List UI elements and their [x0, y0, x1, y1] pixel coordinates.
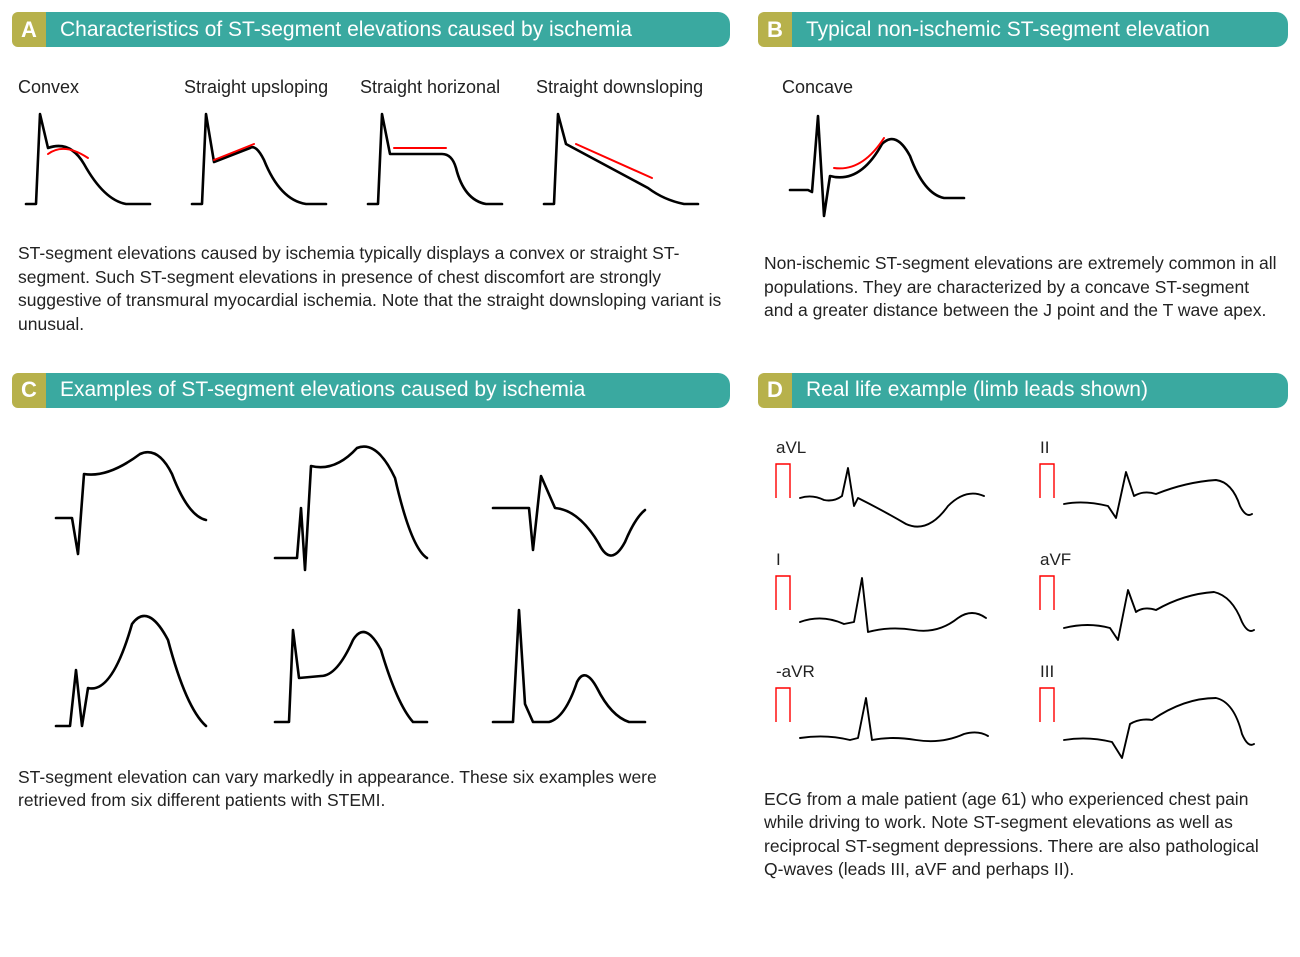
waveform-item: Concave — [782, 77, 972, 234]
lead-waveform-icon — [772, 572, 992, 662]
panel-b-badge: B — [758, 12, 792, 47]
panel-d: D Real life example (limb leads shown) a… — [758, 373, 1288, 883]
waveform-icon — [184, 104, 334, 224]
infographic-grid: A Characteristics of ST-segment elevatio… — [12, 12, 1288, 882]
panel-d-badge: D — [758, 373, 792, 408]
lead-waveform-icon — [1036, 572, 1256, 662]
panel-c-header: C Examples of ST-segment elevations caus… — [12, 373, 730, 408]
panel-b: B Typical non-ischemic ST-segment elevat… — [758, 12, 1288, 337]
lead-item: II — [1036, 438, 1278, 550]
waveform-icon — [485, 598, 655, 748]
lead-label: aVF — [1040, 550, 1278, 570]
panel-d-caption: ECG from a male patient (age 61) who exp… — [764, 788, 1282, 883]
panel-a-waveforms: Convex Straight upsloping Straight horizon… — [18, 77, 724, 224]
waveform-item — [485, 598, 664, 748]
panel-a-caption: ST-segment elevations caused by ischemia… — [18, 242, 724, 337]
waveform-label: Straight downsloping — [536, 77, 703, 98]
waveform-label: Straight horizonal — [360, 77, 500, 98]
panel-b-body: Concave Non-ischemic ST-segment elevatio… — [758, 77, 1288, 323]
panel-d-title: Real life example (limb leads shown) — [792, 373, 1288, 408]
waveform-icon — [782, 104, 972, 234]
panel-d-leads: aVLIIIaVF-aVRIII — [764, 438, 1282, 774]
lead-label: aVL — [776, 438, 1014, 458]
panel-d-body: aVLIIIaVF-aVRIII ECG from a male patient… — [758, 438, 1288, 883]
panel-a-badge: A — [12, 12, 46, 47]
waveform-icon — [48, 598, 218, 748]
waveform-icon — [48, 438, 218, 588]
waveform-item — [267, 438, 446, 588]
panel-b-waveforms: Concave — [764, 77, 1282, 234]
panel-a: A Characteristics of ST-segment elevatio… — [12, 12, 730, 337]
lead-label: -aVR — [776, 662, 1014, 682]
panel-b-header: B Typical non-ischemic ST-segment elevat… — [758, 12, 1288, 47]
panel-d-header: D Real life example (limb leads shown) — [758, 373, 1288, 408]
lead-label: III — [1040, 662, 1278, 682]
waveform-item — [267, 598, 446, 748]
lead-item: aVL — [772, 438, 1014, 550]
waveform-icon — [267, 438, 437, 588]
lead-item: aVF — [1036, 550, 1278, 662]
lead-item: III — [1036, 662, 1278, 774]
waveform-item: Convex — [18, 77, 158, 224]
lead-waveform-icon — [1036, 460, 1256, 550]
panel-c-badge: C — [12, 373, 46, 408]
waveform-icon — [485, 438, 655, 588]
panel-c: C Examples of ST-segment elevations caus… — [12, 373, 730, 883]
waveform-item — [485, 438, 664, 588]
panel-b-caption: Non-ischemic ST-segment elevations are e… — [764, 252, 1282, 323]
panel-c-waveforms — [18, 438, 724, 748]
panel-a-body: Convex Straight upsloping Straight horizon… — [12, 77, 730, 337]
panel-c-caption: ST-segment elevation can vary markedly i… — [18, 766, 724, 813]
waveform-item — [48, 598, 227, 748]
lead-waveform-icon — [1036, 684, 1256, 774]
waveform-icon — [536, 104, 706, 224]
waveform-label: Convex — [18, 77, 79, 98]
panel-a-title: Characteristics of ST-segment elevations… — [46, 12, 730, 47]
waveform-label: Concave — [782, 77, 853, 98]
waveform-icon — [360, 104, 510, 224]
panel-b-title: Typical non-ischemic ST-segment elevatio… — [792, 12, 1288, 47]
waveform-item: Straight horizonal — [360, 77, 510, 224]
lead-label: II — [1040, 438, 1278, 458]
lead-waveform-icon — [772, 460, 992, 550]
lead-waveform-icon — [772, 684, 992, 774]
lead-item: I — [772, 550, 1014, 662]
lead-item: -aVR — [772, 662, 1014, 774]
waveform-item: Straight downsloping — [536, 77, 706, 224]
waveform-label: Straight upsloping — [184, 77, 328, 98]
waveform-icon — [18, 104, 158, 224]
lead-label: I — [776, 550, 1014, 570]
panel-c-body: ST-segment elevation can vary markedly i… — [12, 438, 730, 813]
waveform-item: Straight upsloping — [184, 77, 334, 224]
panel-a-header: A Characteristics of ST-segment elevatio… — [12, 12, 730, 47]
waveform-item — [48, 438, 227, 588]
waveform-icon — [267, 598, 437, 748]
panel-c-title: Examples of ST-segment elevations caused… — [46, 373, 730, 408]
